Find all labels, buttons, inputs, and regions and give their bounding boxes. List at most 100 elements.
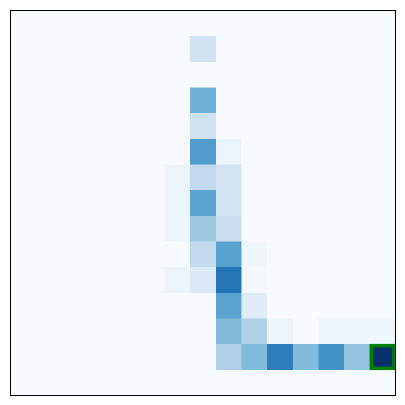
heatmap-cell [62, 36, 88, 62]
heatmap-cell [190, 190, 216, 216]
heatmap-cell [319, 319, 345, 345]
heatmap-cell [267, 62, 293, 88]
heatmap-cell [165, 370, 191, 396]
heatmap-cell [88, 165, 114, 191]
heatmap-cell [62, 190, 88, 216]
heatmap-cell [293, 36, 319, 62]
heatmap-cell [36, 36, 62, 62]
heatmap-cell [36, 113, 62, 139]
heatmap-cell [344, 267, 370, 293]
heatmap-cell [62, 216, 88, 242]
heatmap-cell [370, 293, 396, 319]
heatmap-cell [88, 36, 114, 62]
heatmap-cell [139, 139, 165, 165]
heatmap-cell [190, 36, 216, 62]
heatmap-cell [62, 139, 88, 165]
heatmap-cell [267, 319, 293, 345]
heatmap-cell [36, 190, 62, 216]
heatmap-cell [293, 11, 319, 37]
heatmap-cell [216, 319, 242, 345]
heatmap-cell [190, 139, 216, 165]
heatmap-cell [11, 11, 37, 37]
heatmap-cell [11, 165, 37, 191]
heatmap-cell [216, 36, 242, 62]
heatmap-cell [267, 267, 293, 293]
heatmap-cell [165, 113, 191, 139]
heatmap-cell [62, 293, 88, 319]
heatmap-cell [190, 62, 216, 88]
heatmap-cell [267, 190, 293, 216]
heatmap-cell [293, 62, 319, 88]
heatmap-cell [344, 293, 370, 319]
heatmap-cell [11, 344, 37, 370]
heatmap-cell [319, 139, 345, 165]
heatmap-cell [11, 62, 37, 88]
heatmap-cell [139, 113, 165, 139]
heatmap-cell [165, 319, 191, 345]
heatmap-cell [139, 267, 165, 293]
heatmap-cell [344, 165, 370, 191]
heatmap-cell [242, 370, 268, 396]
heatmap-cell [139, 370, 165, 396]
heatmap-cell [319, 242, 345, 268]
heatmap-cell [36, 62, 62, 88]
heatmap-cell [36, 88, 62, 114]
heatmap-cell [370, 36, 396, 62]
heatmap-cell [319, 370, 345, 396]
heatmap-cell [11, 139, 37, 165]
heatmap-cell [88, 216, 114, 242]
heatmap-cell [36, 319, 62, 345]
heatmap-cell [11, 88, 37, 114]
heatmap-cell [267, 113, 293, 139]
heatmap-cell [190, 267, 216, 293]
heatmap-cell [216, 190, 242, 216]
heatmap-cell [36, 370, 62, 396]
heatmap-cell [11, 113, 37, 139]
heatmap-cell [88, 62, 114, 88]
heatmap-cell [216, 293, 242, 319]
heatmap-cell [113, 62, 139, 88]
heatmap-cell [370, 267, 396, 293]
heatmap-cell [113, 344, 139, 370]
heatmap-cell [267, 139, 293, 165]
heatmap-cell [370, 139, 396, 165]
heatmap-cell [36, 139, 62, 165]
heatmap-cell [139, 88, 165, 114]
heatmap-cell [88, 139, 114, 165]
heatmap-cell [242, 242, 268, 268]
heatmap-cell [319, 344, 345, 370]
heatmap-cell [319, 293, 345, 319]
heatmap-cell [88, 88, 114, 114]
heatmap-cell [319, 165, 345, 191]
heatmap-cell [11, 190, 37, 216]
heatmap-cell [36, 293, 62, 319]
heatmap-cell [344, 88, 370, 114]
heatmap-cell [62, 11, 88, 37]
heatmap-cell [293, 139, 319, 165]
heatmap-cell [216, 370, 242, 396]
heatmap-cell [88, 344, 114, 370]
heatmap-cell [242, 113, 268, 139]
heatmap-cell [293, 216, 319, 242]
heatmap-cell [319, 113, 345, 139]
heatmap-cell [62, 344, 88, 370]
heatmap-cell [216, 344, 242, 370]
heatmap-cell [165, 344, 191, 370]
heatmap-cell [216, 139, 242, 165]
heatmap-cells [11, 11, 397, 397]
heatmap-cell [139, 11, 165, 37]
heatmap-cell [242, 190, 268, 216]
heatmap-cell [139, 36, 165, 62]
heatmap-cell [344, 11, 370, 37]
heatmap-cell [216, 62, 242, 88]
heatmap-cell [242, 88, 268, 114]
heatmap-cell [190, 242, 216, 268]
heatmap-cell [62, 242, 88, 268]
heatmap-cell [242, 267, 268, 293]
heatmap-cell [190, 370, 216, 396]
heatmap-cell [36, 267, 62, 293]
heatmap-cell [293, 242, 319, 268]
heatmap-cell [344, 319, 370, 345]
heatmap-cell [319, 267, 345, 293]
